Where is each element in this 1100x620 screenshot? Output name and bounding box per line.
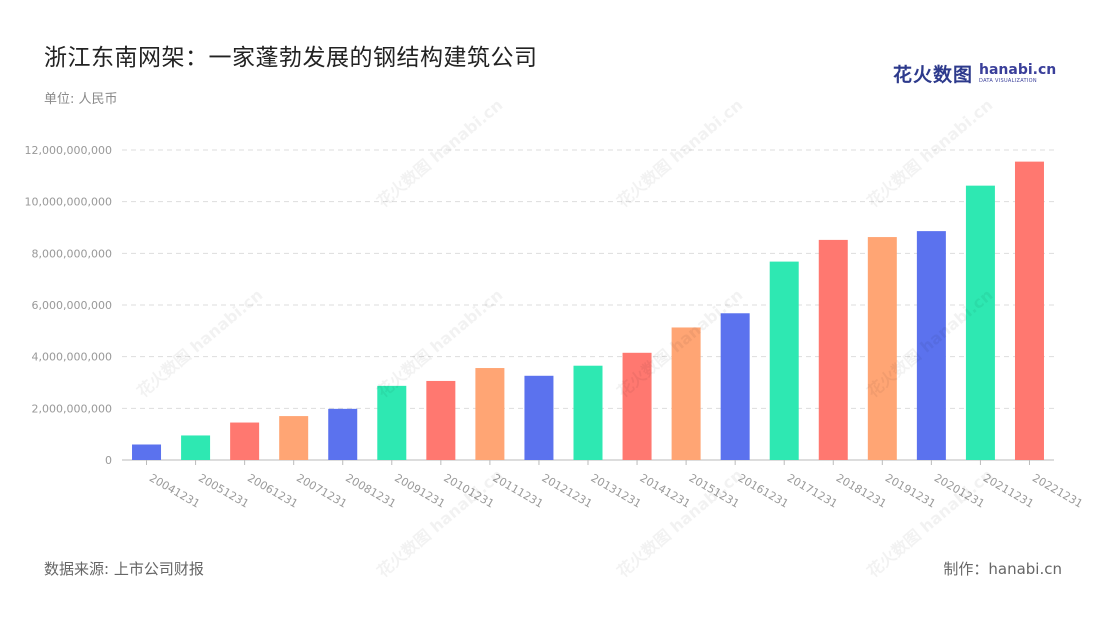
y-tick-label: 0 xyxy=(105,454,112,467)
x-tick-label: 20171231 xyxy=(785,471,840,510)
bar xyxy=(524,375,554,460)
x-tick-label: 20111231 xyxy=(490,471,545,510)
bar xyxy=(916,231,946,460)
y-tick-label: 2,000,000,000 xyxy=(32,402,112,415)
x-tick-label: 20051231 xyxy=(196,471,251,510)
bar xyxy=(328,408,358,460)
y-tick-label: 10,000,000,000 xyxy=(25,196,112,209)
x-tick-label: 20181231 xyxy=(834,471,889,510)
bar xyxy=(181,435,211,460)
y-tick-label: 12,000,000,000 xyxy=(25,144,112,157)
bar xyxy=(720,313,750,460)
x-tick-label: 20131231 xyxy=(589,471,644,510)
x-tick-label: 20201231 xyxy=(932,471,987,510)
x-tick-label: 20221231 xyxy=(1030,471,1085,510)
bar xyxy=(818,239,848,460)
x-tick-label: 20151231 xyxy=(687,471,742,510)
bar xyxy=(769,261,799,460)
bar xyxy=(377,385,407,460)
x-tick-label: 20161231 xyxy=(736,471,791,510)
bar xyxy=(965,185,995,460)
bar xyxy=(475,368,505,460)
bar xyxy=(622,352,652,460)
data-source: 数据来源: 上市公司财报 xyxy=(44,560,204,578)
x-tick-label: 20091231 xyxy=(392,471,447,510)
unit-label: 单位: 人民币 xyxy=(44,92,118,107)
bar xyxy=(230,422,260,460)
bar xyxy=(1014,161,1044,460)
logo-en-subtitle: DATA VISUALIZATION xyxy=(979,78,1037,84)
x-tick-label: 20191231 xyxy=(883,471,938,510)
x-tick-label: 20081231 xyxy=(343,471,398,510)
x-tick-label: 20041231 xyxy=(147,471,202,510)
x-tick-label: 20121231 xyxy=(539,471,594,510)
bar xyxy=(671,327,701,460)
y-tick-label: 8,000,000,000 xyxy=(32,247,112,260)
bar xyxy=(279,416,309,460)
x-tick-label: 20141231 xyxy=(638,471,693,510)
brand-logo: 花火数图 hanabi.cn DATA VISUALIZATION xyxy=(893,60,1056,87)
bar xyxy=(426,380,456,460)
x-tick-label: 20101231 xyxy=(441,471,496,510)
x-tick-label: 20211231 xyxy=(981,471,1036,510)
y-tick-label: 4,000,000,000 xyxy=(32,351,112,364)
logo-cn-text: 花火数图 xyxy=(893,64,974,86)
x-tick-label: 20071231 xyxy=(294,471,349,510)
bar xyxy=(132,444,162,460)
logo-en-block: hanabi.cn DATA VISUALIZATION xyxy=(979,63,1056,84)
credit: 制作：hanabi.cn xyxy=(943,560,1062,578)
y-tick-label: 6,000,000,000 xyxy=(32,299,112,312)
bar xyxy=(573,365,603,460)
logo-en-text: hanabi.cn xyxy=(979,62,1057,78)
x-tick-label: 20061231 xyxy=(245,471,300,510)
chart-title: 浙江东南网架：一家蓬勃发展的钢结构建筑公司 xyxy=(44,45,538,71)
bar xyxy=(867,237,897,460)
